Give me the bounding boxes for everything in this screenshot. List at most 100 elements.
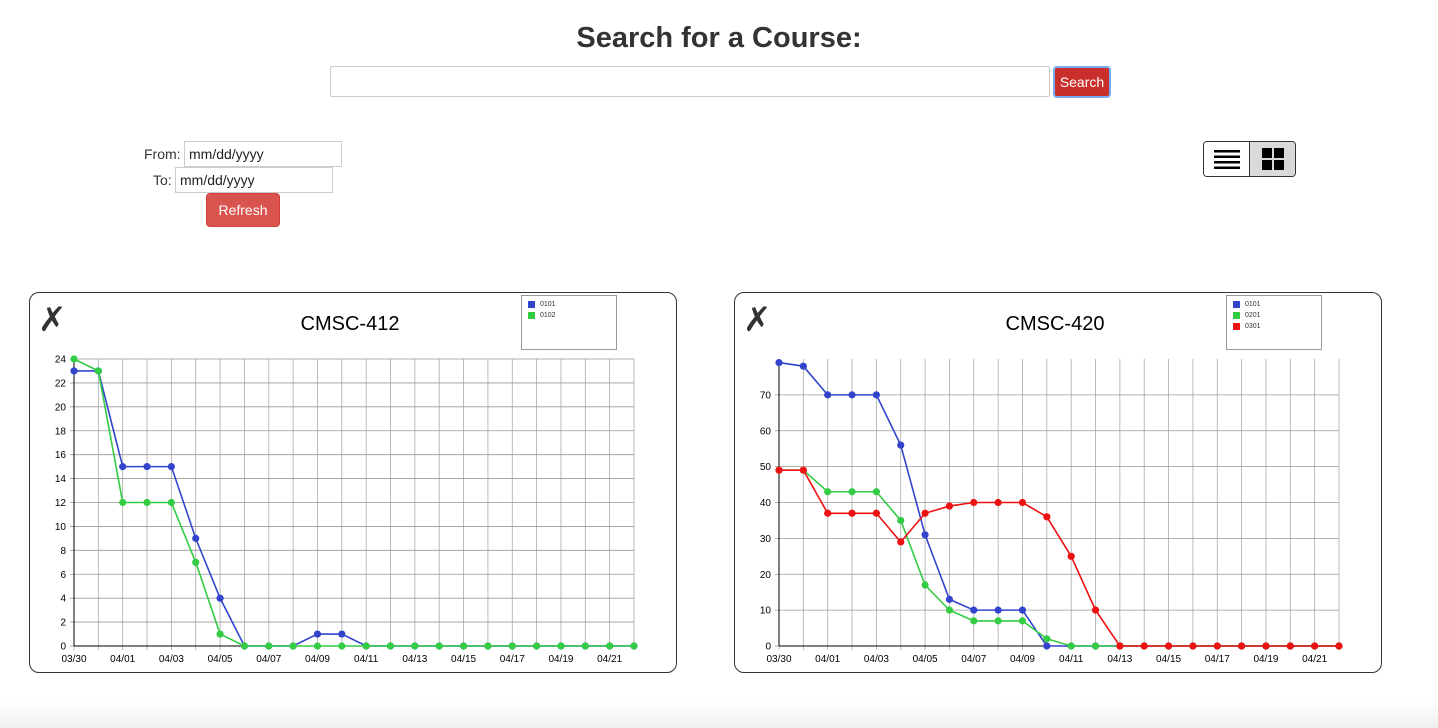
data-point — [970, 606, 978, 614]
data-point — [1091, 642, 1100, 650]
data-point — [897, 538, 905, 546]
data-point — [945, 606, 954, 614]
chart-card: ✗ CMSC-412 0101 0102 0 2 4 6 8 10 12 14 16 18 20 22… — [29, 292, 677, 673]
y-tick-label: 4 — [60, 594, 66, 605]
legend-swatch — [1233, 323, 1240, 330]
series-0301 — [775, 466, 1343, 650]
data-point — [994, 617, 1002, 625]
data-point — [848, 391, 856, 399]
data-point — [872, 391, 880, 399]
legend-item: 0101 — [1233, 299, 1315, 310]
legend-item: 0102 — [528, 310, 610, 321]
chart-title: CMSC-420 — [1005, 313, 1105, 335]
data-point — [824, 391, 832, 399]
close-icon[interactable]: ✗ — [38, 300, 67, 340]
x-tick-label: 04/21 — [597, 654, 622, 665]
data-point — [362, 642, 370, 650]
series-line — [73, 358, 634, 647]
y-tick-label: 16 — [55, 450, 67, 461]
data-point — [240, 642, 249, 650]
x-tick-label: 04/05 — [208, 654, 233, 665]
x-tick-label: 04/19 — [1253, 654, 1278, 665]
y-tick-label: 20 — [760, 570, 772, 581]
data-point — [945, 502, 954, 510]
y-tick-label: 8 — [60, 546, 66, 557]
from-label: From: — [144, 146, 181, 162]
to-label: To: — [153, 172, 172, 188]
data-point — [533, 642, 541, 650]
data-point — [338, 630, 346, 638]
grid-lines — [70, 358, 635, 650]
data-point — [921, 509, 929, 517]
y-tick-label: 0 — [765, 642, 771, 653]
series-0101 — [70, 367, 638, 650]
x-tick-label: 04/11 — [354, 654, 379, 665]
x-tick-label: 03/30 — [61, 654, 86, 665]
data-point — [824, 509, 832, 517]
grid-view-icon — [1261, 148, 1284, 170]
data-point — [1189, 642, 1197, 650]
from-date-input[interactable] — [184, 141, 342, 167]
x-tick-label: 04/07 — [256, 654, 281, 665]
x-tick-label: 04/09 — [305, 654, 330, 665]
x-tick-label: 04/13 — [402, 654, 427, 665]
data-point — [1286, 642, 1294, 650]
y-tick-label: 10 — [760, 606, 772, 617]
y-tick-label: 10 — [55, 522, 67, 533]
data-point — [435, 642, 443, 650]
data-point — [824, 488, 832, 496]
data-point — [1067, 552, 1075, 560]
series-0201 — [775, 466, 1343, 650]
data-point — [1043, 513, 1051, 521]
data-point — [1067, 642, 1075, 650]
page-title: Search for a Course: — [576, 22, 862, 54]
close-icon[interactable]: ✗ — [743, 300, 772, 340]
data-point — [581, 642, 589, 650]
data-point — [313, 642, 322, 650]
x-tick-label: 04/01 — [815, 654, 840, 665]
data-point — [119, 498, 127, 507]
refresh-button[interactable]: Refresh — [206, 193, 280, 227]
data-point — [167, 463, 175, 471]
data-point — [1043, 635, 1051, 643]
y-tick-label: 0 — [60, 642, 66, 653]
view-toggle — [1203, 141, 1296, 177]
y-tick-label: 50 — [760, 462, 772, 473]
y-tick-label: 20 — [55, 402, 67, 413]
chart-legend: 0101 0102 — [521, 295, 617, 350]
x-tick-label: 04/03 — [864, 654, 889, 665]
data-point — [70, 355, 78, 363]
y-tick-label: 40 — [760, 498, 772, 509]
to-date-input[interactable] — [175, 167, 333, 193]
list-view-icon — [1213, 150, 1240, 169]
data-point — [921, 531, 929, 539]
data-point — [557, 642, 565, 650]
data-point — [94, 367, 102, 375]
x-tick-label: 04/17 — [1205, 654, 1230, 665]
y-tick-label: 18 — [55, 426, 67, 437]
data-point — [848, 509, 856, 517]
legend-label: 0201 — [1245, 312, 1261, 319]
data-point — [630, 642, 638, 650]
y-tick-label: 60 — [760, 426, 772, 437]
series-0101 — [775, 358, 1343, 650]
search-button[interactable]: Search — [1053, 66, 1111, 98]
x-tick-label: 04/15 — [1156, 654, 1181, 665]
legend-label: 0101 — [1245, 301, 1261, 308]
data-point — [508, 642, 516, 650]
data-point — [386, 642, 395, 650]
data-point — [265, 642, 273, 650]
series-line — [779, 469, 1339, 647]
data-point — [192, 558, 200, 566]
y-tick-label: 12 — [55, 498, 67, 509]
list-view-button[interactable] — [1204, 142, 1250, 176]
course-search-input[interactable] — [330, 66, 1050, 97]
series-line — [74, 370, 634, 647]
data-point — [1043, 642, 1051, 650]
legend-label: 0102 — [540, 312, 556, 319]
y-tick-label: 14 — [55, 474, 67, 485]
legend-item: 0301 — [1233, 321, 1315, 332]
legend-swatch — [1233, 312, 1240, 319]
grid-view-button[interactable] — [1250, 142, 1295, 176]
